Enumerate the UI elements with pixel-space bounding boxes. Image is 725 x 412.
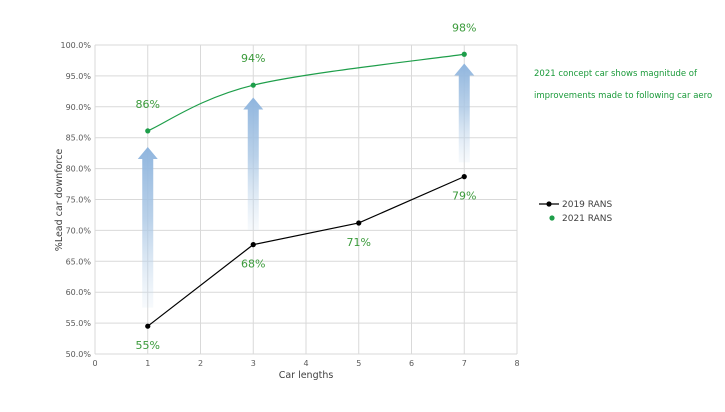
legend-label-2021: 2021 RANS xyxy=(562,214,613,224)
x-axis-title: Car lengths xyxy=(279,370,334,381)
y-tick-label: 50.0% xyxy=(66,350,92,359)
legend-marker-2021 xyxy=(549,215,555,221)
improvement-arrows xyxy=(137,63,475,308)
y-tick-label: 70.0% xyxy=(66,226,92,235)
data-label-2019: 71% xyxy=(347,236,371,249)
y-tick-label: 55.0% xyxy=(66,319,92,328)
x-tick-label: 8 xyxy=(514,359,519,368)
x-tick-label: 4 xyxy=(303,359,308,368)
improvement-arrow xyxy=(243,97,264,231)
annotation-line-1: 2021 concept car shows magnitude of xyxy=(534,69,698,79)
point-2019 xyxy=(145,323,151,329)
series-line-2019 xyxy=(147,176,465,327)
legend: 2019 RANS 2021 RANS xyxy=(539,200,613,224)
data-label-2019: 68% xyxy=(241,258,265,271)
y-axis-title: %Lead car downforce xyxy=(54,149,65,252)
legend-item-2019: 2019 RANS xyxy=(539,200,613,210)
data-label-2021: 94% xyxy=(241,52,265,65)
tick-labels: 50.0% 55.0% 60.0% 65.0% 70.0% 75.0% 80.0% 85.0%… xyxy=(60,41,519,368)
y-tick-label: 90.0% xyxy=(66,103,92,112)
series-line-2021 xyxy=(147,53,465,132)
data-label-2021: 98% xyxy=(452,21,476,34)
y-tick-label: 85.0% xyxy=(66,134,92,143)
x-tick-label: 6 xyxy=(409,359,414,368)
x-tick-label: 2 xyxy=(198,359,203,368)
y-tick-label: 65.0% xyxy=(66,257,92,266)
data-label-2021: 86% xyxy=(136,98,160,111)
legend-item-2021: 2021 RANS xyxy=(549,214,613,224)
y-tick-label: 75.0% xyxy=(66,196,92,205)
y-tick-label: 60.0% xyxy=(66,288,92,297)
improvement-arrow xyxy=(454,63,475,163)
y-tick-label: 100.0% xyxy=(60,41,91,50)
point-2019 xyxy=(250,242,256,248)
y-tick-label: 80.0% xyxy=(66,165,92,174)
x-tick-label: 5 xyxy=(356,359,361,368)
legend-label-2019: 2019 RANS xyxy=(562,200,613,210)
data-label-2019: 79% xyxy=(452,190,476,203)
series: 55% 68% 71% 79% 86% 94% 98% xyxy=(136,21,477,352)
point-2021 xyxy=(250,82,256,88)
point-2021 xyxy=(145,128,151,134)
point-2021 xyxy=(461,51,467,57)
x-tick-label: 3 xyxy=(251,359,256,368)
data-label-2019: 55% xyxy=(136,339,160,352)
improvement-arrow xyxy=(137,146,158,308)
x-tick-label: 7 xyxy=(462,359,467,368)
y-tick-label: 95.0% xyxy=(66,72,92,81)
legend-marker-2019 xyxy=(546,201,552,207)
annotation-line-2: improvements made to following car aero xyxy=(534,91,712,101)
x-tick-label: 1 xyxy=(145,359,150,368)
point-2019 xyxy=(461,174,467,180)
point-2019 xyxy=(356,220,362,226)
x-tick-label: 0 xyxy=(92,359,97,368)
